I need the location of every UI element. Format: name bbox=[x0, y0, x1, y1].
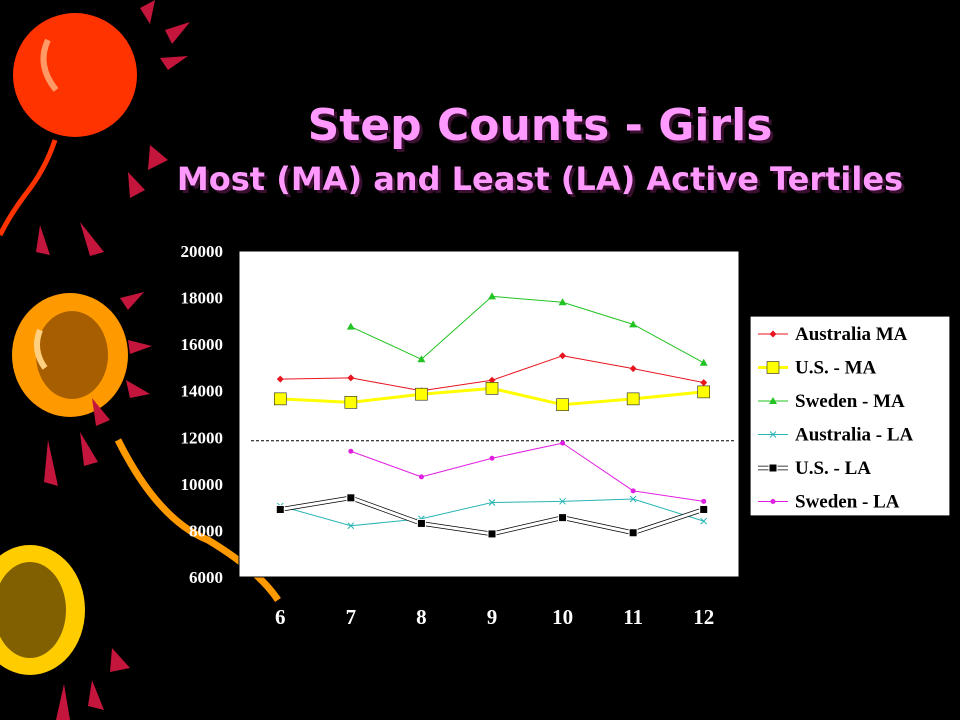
x-tick-label: 7 bbox=[346, 605, 357, 629]
series-point bbox=[558, 298, 567, 306]
series-point bbox=[626, 392, 640, 406]
y-tick-label: 14000 bbox=[181, 382, 224, 401]
legend-label: Sweden - LA bbox=[795, 492, 900, 513]
series-1 bbox=[273, 382, 711, 411]
series-point bbox=[488, 292, 496, 300]
series-point bbox=[629, 365, 637, 373]
series-layer bbox=[273, 292, 711, 539]
series-4 bbox=[275, 493, 709, 539]
legend-label: Sweden - MA bbox=[795, 391, 905, 412]
y-tick-label: 16000 bbox=[181, 335, 224, 354]
series-point bbox=[485, 382, 499, 395]
series-point bbox=[275, 504, 285, 514]
legend-marker bbox=[769, 330, 777, 338]
series-line bbox=[350, 442, 704, 502]
series-point bbox=[344, 396, 358, 409]
series-point bbox=[701, 498, 707, 504]
series-5 bbox=[348, 440, 707, 504]
series-point bbox=[273, 392, 287, 406]
series-2 bbox=[346, 292, 708, 366]
series-point bbox=[346, 322, 355, 330]
legend-marker bbox=[766, 361, 780, 374]
series-point bbox=[629, 495, 637, 503]
y-tick-label: 12000 bbox=[181, 428, 224, 447]
legend-item: Australia - LA bbox=[758, 425, 914, 446]
legend-item: U.S. - LA bbox=[758, 458, 871, 479]
series-point bbox=[415, 387, 428, 401]
series-point bbox=[347, 522, 355, 530]
series-point bbox=[346, 493, 356, 503]
legend-box bbox=[749, 315, 951, 517]
series-point bbox=[348, 448, 354, 454]
series-point bbox=[418, 474, 424, 480]
legend-item: Sweden - MA bbox=[758, 391, 905, 412]
legend-item: Australia MA bbox=[758, 324, 908, 345]
series-point bbox=[700, 379, 708, 387]
series-point bbox=[276, 375, 284, 383]
x-tick-label: 8 bbox=[416, 605, 427, 629]
series-point bbox=[489, 455, 495, 461]
x-axis: 6 7 8 9 10 11 12 bbox=[239, 576, 740, 629]
series-point bbox=[630, 488, 636, 494]
legend-marker bbox=[770, 499, 776, 504]
legend-marker bbox=[768, 463, 778, 473]
legend-marker bbox=[769, 431, 777, 438]
x-tick-label: 11 bbox=[623, 605, 643, 629]
legend-item: Sweden - LA bbox=[758, 492, 900, 513]
series-point bbox=[629, 320, 638, 328]
y-tick-label: 18000 bbox=[181, 289, 224, 308]
legend-label: U.S. - MA bbox=[795, 358, 877, 379]
series-point bbox=[560, 440, 566, 446]
x-tick-label: 6 bbox=[275, 605, 286, 629]
series-3 bbox=[276, 495, 708, 530]
page-title: Step Counts - Girls bbox=[307, 100, 773, 151]
y-axis: 6000 8000 10000 12000 14000 16000 18000 20000 bbox=[181, 242, 240, 587]
legend: Australia MA U.S. - MA Sweden - MA Australi… bbox=[749, 315, 951, 517]
y-tick-label: 8000 bbox=[189, 521, 223, 540]
legend-label: Australia MA bbox=[795, 324, 908, 345]
series-point bbox=[559, 497, 566, 505]
series-point bbox=[556, 398, 569, 411]
series-point bbox=[559, 352, 567, 360]
series-point bbox=[558, 513, 568, 523]
legend-label: U.S. - LA bbox=[795, 458, 871, 479]
legend-marker bbox=[769, 397, 777, 404]
series-point bbox=[488, 499, 496, 506]
y-tick-label: 10000 bbox=[181, 475, 224, 494]
y-tick-label: 20000 bbox=[181, 242, 224, 261]
series-point bbox=[487, 529, 497, 539]
series-point bbox=[416, 518, 426, 528]
page-subtitle: Most (MA) and Least (LA) Active Tertiles bbox=[176, 160, 904, 198]
plot-area bbox=[238, 250, 740, 578]
series-point bbox=[488, 376, 496, 384]
legend-label: Australia - LA bbox=[795, 425, 914, 446]
series-point bbox=[628, 528, 638, 538]
x-tick-label: 9 bbox=[487, 605, 498, 629]
series-point bbox=[417, 355, 426, 363]
y-tick-label: 6000 bbox=[189, 568, 223, 587]
series-line bbox=[350, 295, 704, 364]
series-point bbox=[699, 504, 709, 514]
x-tick-label: 12 bbox=[693, 605, 714, 629]
series-point bbox=[697, 385, 711, 399]
series-point bbox=[700, 517, 708, 525]
legend-item: U.S. - MA bbox=[758, 358, 877, 379]
series-point bbox=[347, 374, 355, 382]
x-tick-label: 10 bbox=[552, 605, 573, 629]
series-point bbox=[699, 358, 708, 366]
